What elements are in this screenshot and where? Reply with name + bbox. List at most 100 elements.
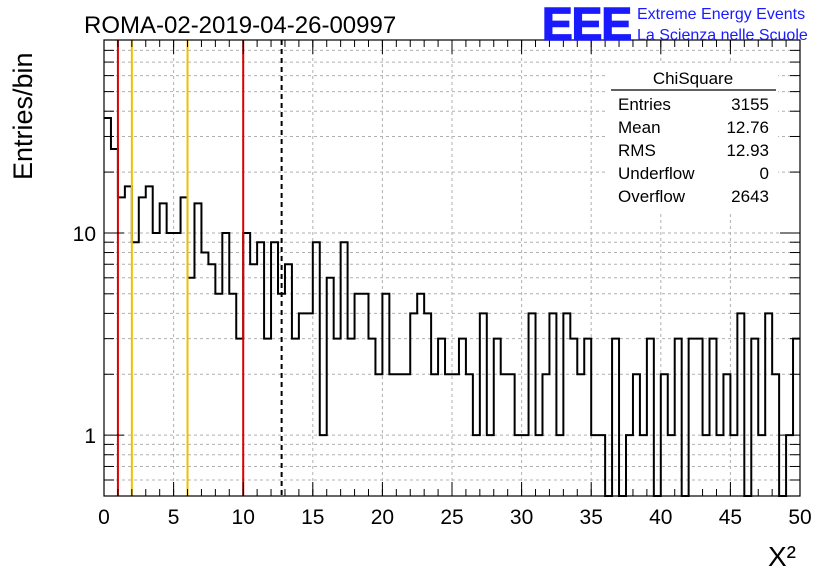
logo-line-2: La Scienza nelle Scuole: [637, 27, 808, 44]
histogram-bin: [118, 197, 125, 496]
histogram-bin: [501, 374, 508, 496]
histogram-bin: [327, 278, 334, 496]
histogram-bin: [737, 313, 744, 496]
stats-label: RMS: [618, 141, 656, 160]
stats-value: 2643: [731, 187, 769, 206]
y-tick-label: 1: [84, 425, 96, 448]
reference-lines: [116, 40, 283, 496]
stats-label: Entries: [618, 95, 671, 114]
histogram-bin: [403, 374, 410, 496]
histogram-bin: [341, 242, 348, 496]
histogram-bin: [529, 313, 536, 496]
histogram-bin: [410, 313, 417, 496]
y-tick-label: 10: [73, 223, 96, 246]
histogram-bin: [146, 186, 153, 496]
histogram-bin: [668, 435, 675, 496]
histogram-bin: [730, 435, 737, 496]
histogram-bin: [466, 374, 473, 496]
stats-title: ChiSquare: [653, 69, 733, 88]
histogram-bin: [626, 435, 633, 496]
histogram-bin: [139, 197, 146, 496]
histogram-bin: [473, 435, 480, 496]
x-tick-label: 10: [232, 506, 255, 529]
histogram-bin: [375, 374, 382, 496]
histogram-bin: [181, 197, 188, 496]
histogram-bin: [661, 374, 668, 496]
x-axis-label: X²: [768, 541, 796, 572]
stats-value: 0: [760, 164, 769, 183]
histogram-bin: [703, 435, 710, 496]
histogram-bin: [285, 264, 292, 496]
histogram-bin: [710, 339, 717, 496]
histogram-bin: [716, 435, 723, 496]
histogram-bin: [208, 264, 215, 496]
histogram-bin: [104, 118, 111, 496]
eee-logo-mark: EEE: [542, 0, 631, 50]
stats-label: Underflow: [618, 164, 695, 183]
histogram-bin: [522, 435, 529, 496]
histogram-bin: [640, 435, 647, 496]
x-tick-label: 15: [301, 506, 324, 529]
histogram-bin: [793, 339, 800, 496]
x-tick-label: 35: [580, 506, 603, 529]
histogram-bin: [362, 294, 369, 496]
histogram-bin: [723, 374, 730, 496]
y-axis-label: Entries/bin: [8, 52, 38, 180]
histogram-bin: [612, 339, 619, 496]
histogram-bin: [243, 233, 250, 496]
stats-value: 12.93: [726, 141, 769, 160]
histogram-bin: [765, 313, 772, 496]
histogram-bin: [647, 339, 654, 496]
histogram-bin: [313, 242, 320, 496]
histogram-bin: [160, 203, 167, 496]
x-tick-label: 30: [510, 506, 533, 529]
stats-box: ChiSquare Entries 3155 Mean 12.76 RMS 12.93 Un…: [608, 64, 778, 214]
histogram-bin: [132, 242, 139, 496]
histogram-bin: [459, 339, 466, 496]
histogram-bin: [494, 339, 501, 496]
histogram-bin: [570, 339, 577, 496]
histogram-bin: [772, 374, 779, 496]
histogram-bin: [264, 339, 271, 496]
histogram-bin: [201, 253, 208, 496]
histogram-bin: [417, 294, 424, 496]
histogram-bin: [292, 339, 299, 496]
histogram-bin: [452, 374, 459, 496]
x-tick-label: 0: [98, 506, 110, 529]
histogram-bin: [584, 339, 591, 496]
histogram-bin: [389, 374, 396, 496]
histogram-bin: [438, 339, 445, 496]
histogram-bin: [675, 339, 682, 496]
histogram-bin: [188, 278, 195, 496]
histogram-bin: [153, 233, 160, 496]
histogram-bin: [348, 339, 355, 496]
histogram-bin: [299, 313, 306, 496]
histogram-bin: [382, 294, 389, 496]
stats-label: Mean: [618, 118, 661, 137]
histogram-bin: [563, 313, 570, 496]
histogram-bin: [549, 313, 556, 496]
x-tick-label: 25: [440, 506, 463, 529]
histogram-bin: [633, 374, 640, 496]
histogram-bin: [591, 435, 598, 496]
histogram-bin: [536, 435, 543, 496]
histogram-bin: [508, 374, 515, 496]
stats-label: Overflow: [618, 187, 686, 206]
histogram-bin: [598, 435, 605, 496]
histogram-bin: [556, 435, 563, 496]
tick-labels: 0 5 10 15 20 25 30 35 40 45 50 1 10: [73, 223, 812, 529]
histogram-bin: [751, 339, 758, 496]
x-tick-label: 45: [719, 506, 742, 529]
x-tick-label: 50: [788, 506, 811, 529]
histogram-bin: [487, 435, 494, 496]
histogram-bin: [334, 339, 341, 496]
histogram-bin: [215, 294, 222, 496]
histogram-bin: [424, 313, 431, 496]
histogram-bin: [368, 339, 375, 496]
histogram-bin: [320, 435, 327, 496]
histogram-bin: [696, 339, 703, 496]
histogram-bin: [236, 339, 243, 496]
histogram-bin: [257, 242, 264, 496]
histogram-bin: [758, 435, 765, 496]
